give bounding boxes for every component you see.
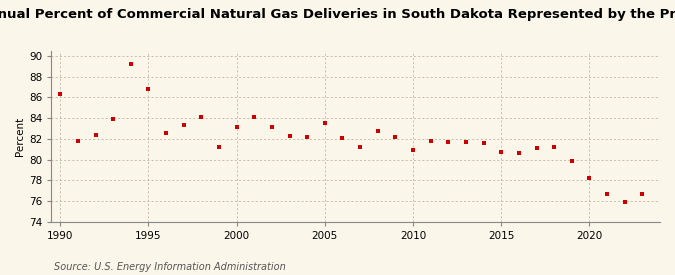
Y-axis label: Percent: Percent — [15, 117, 25, 156]
Text: Annual Percent of Commercial Natural Gas Deliveries in South Dakota Represented : Annual Percent of Commercial Natural Gas… — [0, 8, 675, 21]
Text: Source: U.S. Energy Information Administration: Source: U.S. Energy Information Administ… — [54, 262, 286, 272]
